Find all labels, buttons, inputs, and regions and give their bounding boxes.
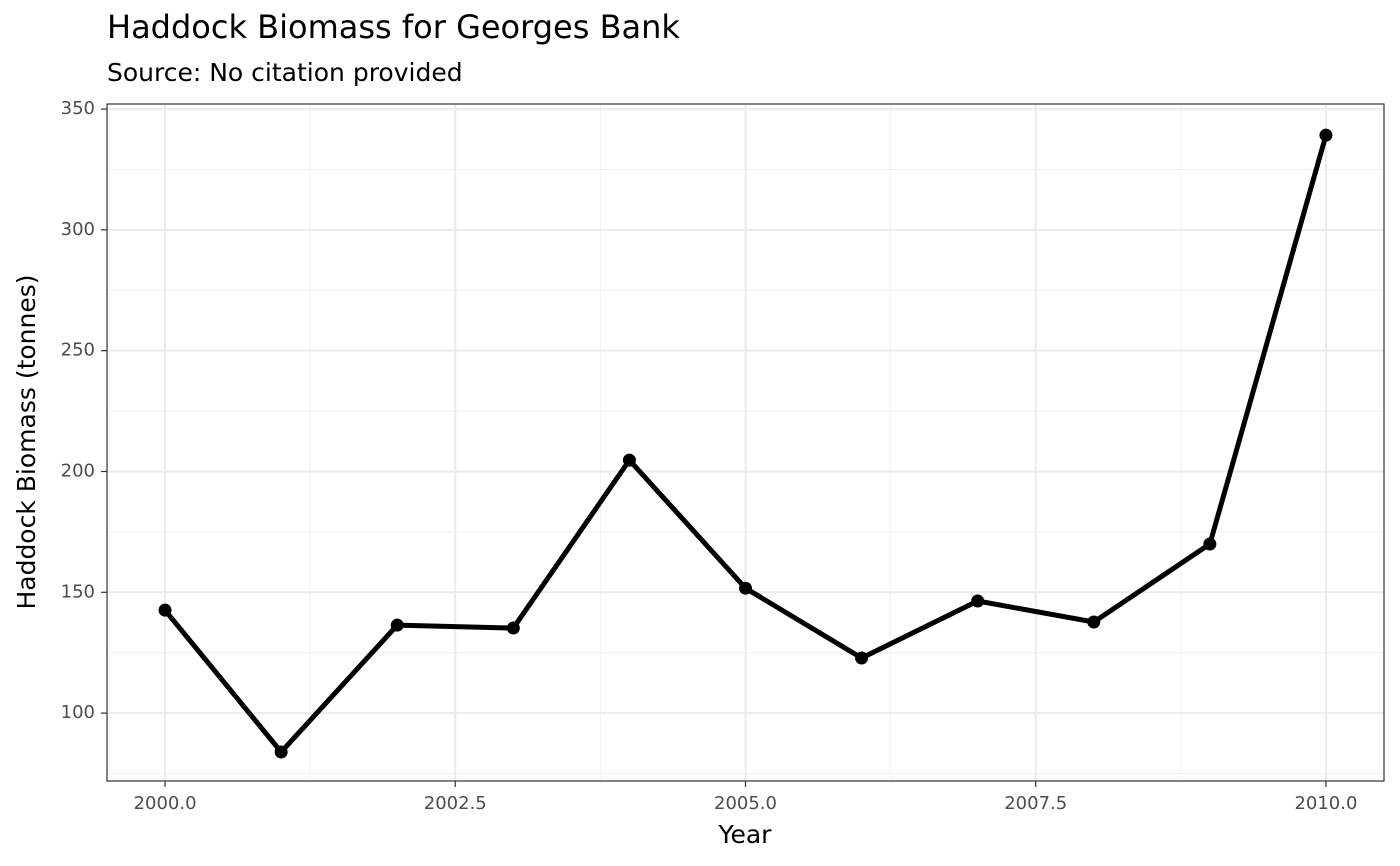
y-tick-label: 200	[61, 460, 95, 481]
y-tick-label: 100	[61, 702, 95, 723]
chart-title: Haddock Biomass for Georges Bank	[107, 8, 680, 46]
point	[1319, 128, 1333, 142]
chart-subtitle: Source: No citation provided	[107, 58, 463, 87]
point	[971, 594, 985, 608]
x-tick-label: 2010.0	[1294, 793, 1357, 814]
x-tick-label: 2005.0	[714, 793, 777, 814]
point	[506, 621, 520, 635]
x-tick-label: 2000.0	[134, 793, 197, 814]
y-tick-label: 350	[61, 98, 95, 119]
y-tick-label: 150	[61, 581, 95, 602]
x-tick-label: 2007.5	[1004, 793, 1067, 814]
x-tick-label: 2002.5	[424, 793, 487, 814]
point	[274, 745, 288, 759]
point	[1087, 615, 1101, 629]
point	[1203, 537, 1217, 551]
point	[855, 651, 869, 665]
x-axis-label: Year	[718, 820, 773, 849]
point	[739, 581, 752, 595]
point	[158, 603, 172, 617]
y-axis-label: Haddock Biomass (tonnes)	[12, 274, 41, 609]
y-tick-label: 300	[61, 219, 95, 240]
point	[390, 618, 404, 632]
y-tick-label: 250	[61, 340, 95, 361]
point	[622, 453, 636, 467]
plot-border	[106, 103, 1385, 782]
